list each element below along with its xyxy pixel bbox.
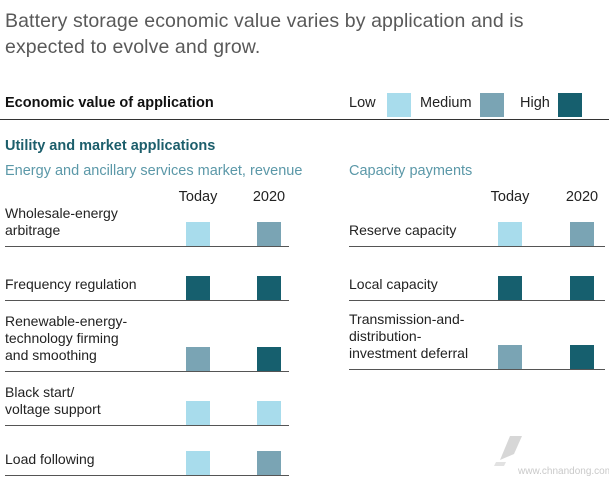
row-label-1-2-line-2: investment deferral [349, 345, 469, 361]
value-cell-1-0-2020 [570, 222, 594, 246]
left-col-2020: 2020 [252, 189, 286, 205]
row-divider-1-2 [349, 369, 605, 370]
row-label-1-2-line-0: Transmission-and- [349, 311, 465, 327]
watermark-logo [492, 430, 532, 466]
watermark-logo-icon [494, 436, 522, 466]
section-title: Utility and market applications [5, 138, 216, 154]
row-label-1-1-line-0: Local capacity [349, 276, 438, 292]
row-label-0-2-line-1: technology firming [5, 330, 119, 346]
legend-divider [0, 119, 609, 120]
value-cell-0-4-2020 [257, 451, 281, 475]
value-cell-0-2-today [186, 347, 210, 371]
right-col-today: Today [490, 189, 530, 205]
value-cell-0-0-today [186, 222, 210, 246]
row-divider-0-2 [5, 371, 289, 372]
value-cell-1-1-2020 [570, 276, 594, 300]
row-divider-0-1 [5, 300, 289, 301]
legend-label-high: High [520, 95, 550, 111]
row-label-0-1-line-0: Frequency regulation [5, 276, 137, 292]
legend-label-low: Low [349, 95, 376, 111]
watermark-text: www.chnandong.com [518, 466, 609, 477]
value-cell-0-0-2020 [257, 222, 281, 246]
value-cell-0-2-2020 [257, 347, 281, 371]
row-label-0-0-line-1: arbitrage [5, 222, 61, 238]
row-label-0-3-line-1: voltage support [5, 401, 101, 417]
row-divider-1-1 [349, 300, 605, 301]
legend-swatch-high [558, 93, 582, 117]
chart-title: Battery storage economic value varies by… [5, 10, 524, 58]
legend-label-medium: Medium [420, 95, 472, 111]
row-label-0-3-line-0: Black start/ [5, 384, 75, 400]
value-cell-0-1-today [186, 276, 210, 300]
row-divider-1-0 [349, 246, 605, 247]
left-col-today: Today [178, 189, 218, 205]
row-divider-0-4 [5, 475, 289, 476]
row-divider-0-3 [5, 425, 289, 426]
right-col-2020: 2020 [565, 189, 599, 205]
legend-title: Economic value of application [5, 95, 214, 111]
row-label-0-4-line-0: Load following [5, 451, 95, 467]
row-label-1-0-line-0: Reserve capacity [349, 222, 457, 238]
left-group-title: Energy and ancillary services market, re… [5, 163, 303, 179]
value-cell-0-3-2020 [257, 401, 281, 425]
value-cell-0-3-today [186, 401, 210, 425]
row-label-0-0-line-0: Wholesale-energy [5, 205, 118, 221]
legend-swatch-medium [480, 93, 504, 117]
row-label-0-2-line-2: and smoothing [5, 347, 97, 363]
value-cell-0-1-2020 [257, 276, 281, 300]
right-group-title: Capacity payments [349, 163, 473, 179]
row-label-0-2-line-0: Renewable-energy- [5, 313, 128, 329]
value-cell-1-1-today [498, 276, 522, 300]
value-cell-1-2-2020 [570, 345, 594, 369]
row-label-1-2-line-1: distribution- [349, 328, 422, 344]
value-cell-0-4-today [186, 451, 210, 475]
value-cell-1-2-today [498, 345, 522, 369]
value-cell-1-0-today [498, 222, 522, 246]
legend-swatch-low [387, 93, 411, 117]
row-divider-0-0 [5, 246, 289, 247]
